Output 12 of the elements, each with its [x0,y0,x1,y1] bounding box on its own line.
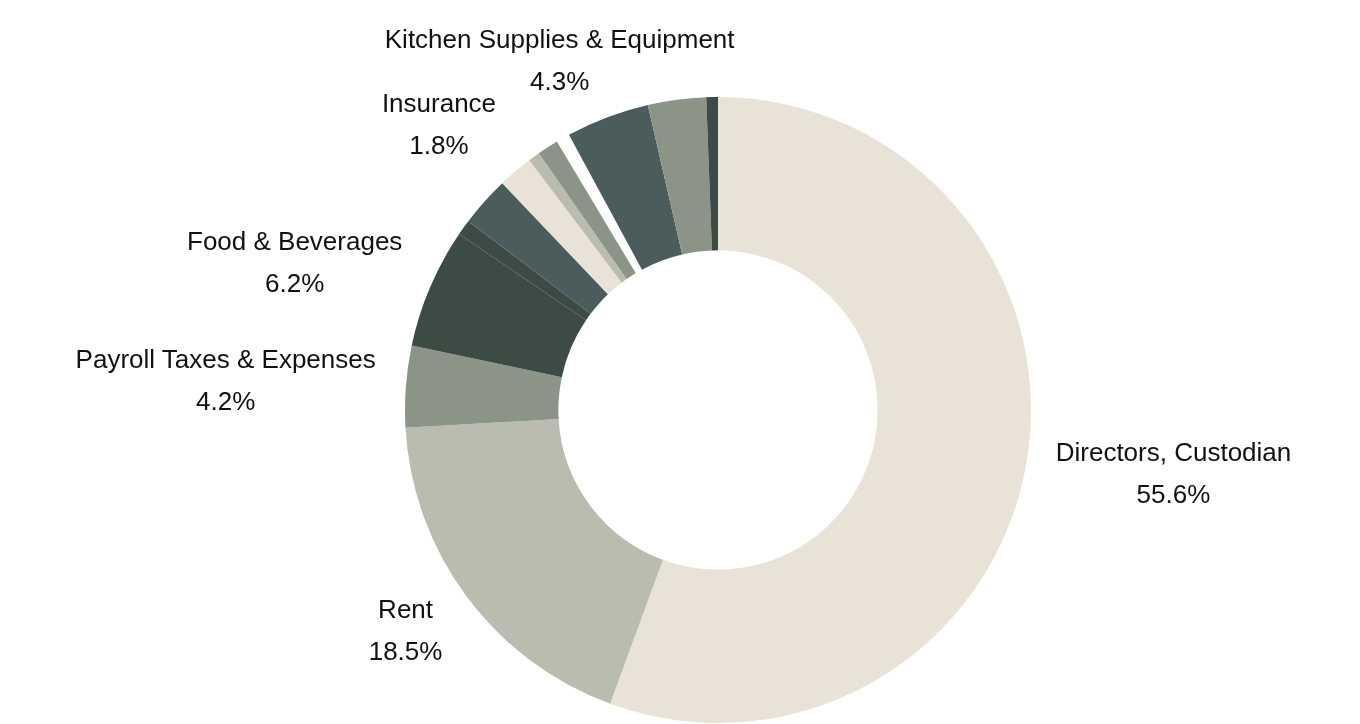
data-label: 6.2% [265,268,325,299]
data-label: 4.2% [196,386,256,417]
data-label: 1.8% [409,130,469,161]
slice-label: Rent [378,593,434,624]
slice-label: Directors, Custodian [1055,437,1292,468]
slice-label: Food & Beverages [187,226,403,257]
slice-label: Payroll Taxes & Expenses [75,344,376,375]
data-label: 18.5% [368,635,443,666]
slice-label: Kitchen Supplies & Equipment [384,23,736,54]
data-label: 55.6% [1136,479,1211,510]
slice-label: Insurance [381,88,497,119]
data-label: 4.3% [530,65,590,96]
